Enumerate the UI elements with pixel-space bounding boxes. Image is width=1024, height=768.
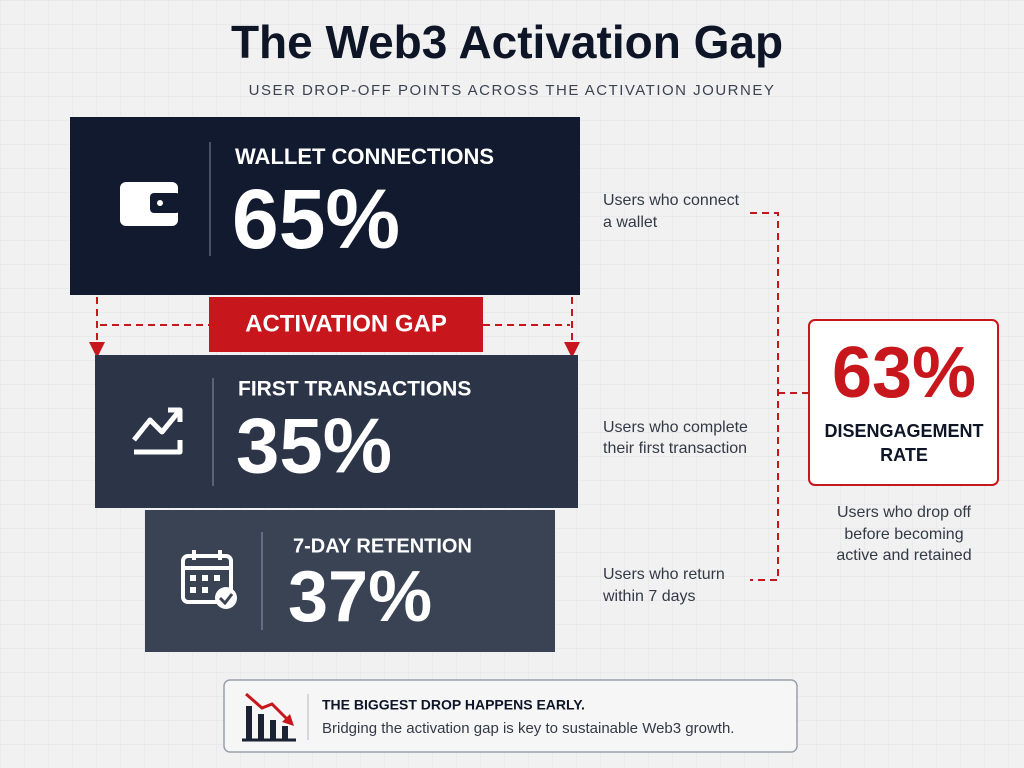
subtitle: USER DROP-OFF POINTS ACROSS THE ACTIVATI…	[249, 82, 776, 99]
summary-value: 63%	[832, 333, 976, 413]
summary-description: before becoming	[844, 526, 963, 543]
calendar-icon	[181, 550, 237, 609]
bracket	[750, 212, 808, 581]
stage-description: within 7 days	[602, 588, 696, 605]
summary-card	[808, 319, 999, 486]
gap-badge	[209, 297, 483, 352]
stage-label: FIRST TRANSACTIONS	[238, 378, 471, 401]
note-heading: THE BIGGEST DROP HAPPENS EARLY.	[322, 697, 585, 713]
stage-card	[95, 355, 578, 508]
note-card	[223, 679, 798, 753]
stage-card	[145, 510, 555, 652]
summary-description: Users who drop off	[837, 504, 972, 521]
stage-description: their first transaction	[603, 440, 747, 457]
stage-value: 65%	[232, 172, 400, 266]
summary-label: RATE	[880, 445, 928, 465]
gap-label: ACTIVATION GAP	[245, 310, 447, 337]
stage-description: a wallet	[603, 214, 658, 231]
summary-description: active and retained	[836, 547, 971, 564]
summary-label: DISENGAGEMENT	[824, 421, 983, 441]
note-text: Bridging the activation gap is key to su…	[322, 720, 734, 737]
wallet-icon	[120, 182, 180, 226]
stage-label: WALLET CONNECTIONS	[235, 144, 494, 169]
stage-description: Users who complete	[603, 419, 748, 436]
title: The Web3 Activation Gap	[231, 16, 783, 68]
stage-description: Users who connect	[603, 192, 740, 209]
stage-description: Users who return	[603, 566, 725, 583]
stage-label: 7-DAY RETENTION	[293, 535, 472, 557]
stage-value: 37%	[288, 557, 432, 637]
stage-value: 35%	[236, 402, 392, 490]
trend-icon	[132, 407, 183, 455]
drop-icon	[242, 692, 296, 742]
